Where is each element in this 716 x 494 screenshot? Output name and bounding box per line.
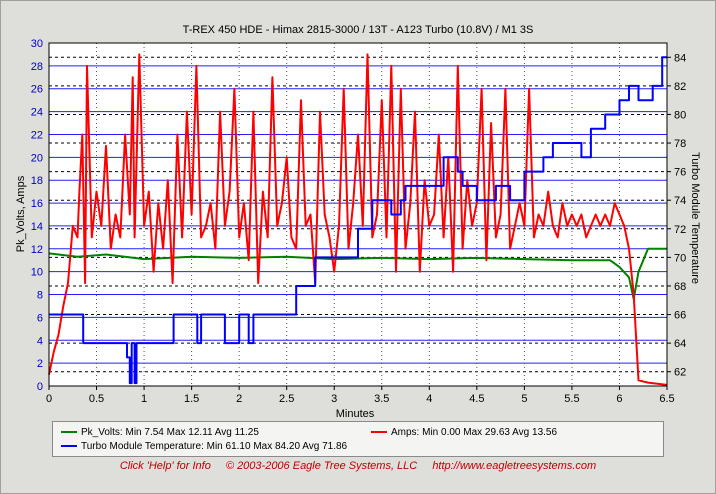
x-tick-label: 1.5: [184, 393, 199, 405]
y2-tick-label: 62: [674, 367, 686, 379]
y-tick-label: 24: [31, 107, 43, 119]
y2-tick-label: 78: [674, 138, 686, 150]
y-tick-label: 10: [31, 267, 43, 279]
series-layer: [48, 53, 668, 386]
legend-stats: Min 7.54 Max 12.11 Avg 11.25: [125, 426, 259, 438]
footer: Click 'Help' for Info © 2003-2006 Eagle …: [0, 460, 716, 472]
legend-name: Amps:: [391, 426, 420, 438]
y-tick-label: 20: [31, 152, 43, 164]
x-tick-label: 5.5: [564, 393, 579, 405]
plot-area: [48, 42, 668, 387]
legend-swatch-amps: [371, 431, 387, 433]
x-tick-label: 4.5: [469, 393, 484, 405]
y2-tick-label: 74: [674, 195, 686, 207]
help-text: Click 'Help' for Info: [119, 460, 211, 472]
legend-item-amps: Amps: Min 0.00 Max 29.63 Avg 13.56: [371, 425, 557, 439]
x-tick-label: 6.5: [659, 393, 674, 405]
x-tick-label: 3.5: [374, 393, 389, 405]
x-tick-label: 0.5: [89, 393, 104, 405]
x-tick-label: 3: [331, 393, 337, 405]
legend-item-temperature: Turbo Module Temperature: Min 61.10 Max …: [61, 439, 347, 453]
copyright-text: © 2003-2006 Eagle Tree Systems, LLC: [225, 460, 418, 472]
y-tick-label: 30: [31, 38, 43, 50]
y2-tick-label: 68: [674, 281, 686, 293]
website-link[interactable]: http://www.eagletreesystems.com: [432, 460, 597, 472]
x-tick-label: 1: [141, 393, 147, 405]
x-axis-label: Minutes: [336, 408, 375, 420]
y-tick-label: 28: [31, 61, 43, 73]
x-tick-label: 4: [426, 393, 432, 405]
y-tick-label: 16: [31, 198, 43, 210]
y-axis-label: Pk_Volts, Amps: [15, 175, 27, 252]
y-tick-label: 26: [31, 84, 43, 96]
y2-tick-label: 80: [674, 109, 686, 121]
series-line-1: [48, 53, 668, 386]
y-tick-label: 22: [31, 129, 43, 141]
legend-item-pk-volts: Pk_Volts: Min 7.54 Max 12.11 Avg 11.25: [61, 425, 259, 439]
x-tick-label: 5: [521, 393, 527, 405]
x-tick-label: 6: [616, 393, 622, 405]
y2-tick-label: 82: [674, 81, 686, 93]
legend-stats: Min 61.10 Max 84.20 Avg 71.86: [206, 440, 348, 452]
legend-name: Turbo Module Temperature:: [81, 440, 204, 452]
y-tick-label: 6: [37, 312, 43, 324]
y2-tick-label: 66: [674, 310, 686, 322]
legend-stats: Min 0.00 Max 29.63 Avg 13.56: [422, 426, 558, 438]
legend-swatch-pk-volts: [61, 431, 77, 433]
y2-axis-label: Turbo Module Temperature: [689, 152, 701, 284]
x-tick-label: 2.5: [279, 393, 294, 405]
y-tick-label: 12: [31, 244, 43, 256]
plot-border: [48, 42, 668, 387]
y2-tick-label: 76: [674, 167, 686, 179]
y2-tick-label: 70: [674, 252, 686, 264]
y-tick-label: 0: [37, 381, 43, 393]
y-tick-label: 2: [37, 358, 43, 370]
y-tick-label: 14: [31, 221, 43, 233]
legend-name: Pk_Volts:: [81, 426, 123, 438]
x-tick-label: 2: [236, 393, 242, 405]
chart-title: T-REX 450 HDE - Himax 2815-3000 / 13T - …: [183, 24, 534, 36]
y-tick-label: 18: [31, 175, 43, 187]
legend-swatch-temperature: [61, 445, 77, 447]
y-tick-label: 8: [37, 290, 43, 302]
x-tick-label: 0: [46, 393, 52, 405]
y-tick-label: 4: [37, 335, 43, 347]
y2-tick-label: 72: [674, 224, 686, 236]
y2-tick-label: 84: [674, 52, 686, 64]
legend: Pk_Volts: Min 7.54 Max 12.11 Avg 11.25 A…: [52, 421, 664, 457]
y2-tick-label: 64: [674, 338, 686, 350]
axes: 0246810121416182022242628306264666870727…: [31, 38, 687, 405]
series-line-2: [49, 56, 667, 385]
